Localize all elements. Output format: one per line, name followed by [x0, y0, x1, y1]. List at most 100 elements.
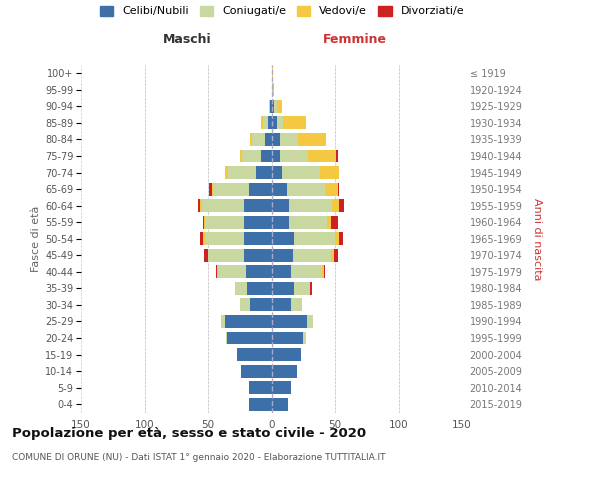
Bar [271, 100, 274, 113]
Bar [204, 216, 205, 228]
Bar [213, 182, 248, 196]
Bar [244, 199, 271, 212]
Bar [336, 150, 338, 162]
Bar [248, 182, 271, 196]
Bar [281, 166, 320, 179]
Bar [218, 266, 246, 278]
Bar [235, 282, 247, 295]
Bar [271, 298, 290, 312]
Bar [271, 266, 290, 278]
Bar [339, 232, 343, 245]
Bar [323, 266, 325, 278]
Bar [224, 166, 229, 179]
Bar [244, 249, 271, 262]
Text: Popolazione per età, sesso e stato civile - 2020: Popolazione per età, sesso e stato civil… [12, 428, 366, 440]
Bar [295, 232, 335, 245]
Bar [247, 282, 271, 295]
Bar [271, 84, 274, 96]
Bar [307, 315, 313, 328]
Bar [338, 182, 339, 196]
Bar [200, 232, 203, 245]
Text: Maschi: Maschi [163, 33, 212, 46]
Bar [320, 166, 339, 179]
Bar [271, 133, 280, 146]
Bar [240, 150, 242, 162]
Bar [215, 266, 217, 278]
Bar [253, 133, 265, 146]
Bar [271, 249, 293, 262]
Text: COMUNE DI ORUNE (NU) - Dati ISTAT 1° gennaio 2020 - Elaborazione TUTTITALIA.IT: COMUNE DI ORUNE (NU) - Dati ISTAT 1° gen… [12, 452, 386, 462]
Bar [277, 100, 281, 113]
Bar [271, 67, 273, 80]
Bar [244, 216, 271, 228]
Bar [205, 232, 244, 245]
Bar [209, 182, 212, 196]
Bar [217, 266, 218, 278]
Bar [271, 182, 287, 196]
Bar [293, 249, 331, 262]
Bar [295, 282, 310, 295]
Bar [290, 298, 302, 312]
Bar [205, 216, 244, 228]
Bar [203, 216, 204, 228]
Bar [308, 150, 336, 162]
Bar [280, 150, 308, 162]
Bar [262, 150, 271, 162]
Bar [277, 116, 283, 130]
Bar [229, 166, 256, 179]
Bar [280, 133, 298, 146]
Bar [310, 282, 312, 295]
Bar [289, 216, 328, 228]
Bar [325, 182, 338, 196]
Bar [271, 116, 277, 130]
Bar [334, 249, 338, 262]
Bar [271, 232, 295, 245]
Bar [248, 381, 271, 394]
Bar [271, 216, 289, 228]
Bar [244, 232, 271, 245]
Bar [287, 182, 325, 196]
Bar [271, 348, 301, 361]
Legend: Celibi/Nubili, Coniugati/e, Vedovi/e, Divorziati/e: Celibi/Nubili, Coniugati/e, Vedovi/e, Di… [100, 6, 464, 16]
Bar [263, 116, 268, 130]
Bar [227, 332, 271, 344]
Bar [335, 232, 339, 245]
Bar [237, 348, 271, 361]
Bar [269, 100, 270, 113]
Bar [202, 199, 244, 212]
Bar [250, 298, 271, 312]
Y-axis label: Anni di nascita: Anni di nascita [532, 198, 542, 280]
Bar [242, 150, 262, 162]
Bar [328, 216, 331, 228]
Bar [271, 381, 290, 394]
Bar [246, 266, 271, 278]
Bar [271, 166, 281, 179]
Bar [289, 199, 332, 212]
Bar [271, 150, 280, 162]
Bar [274, 100, 277, 113]
Text: Femmine: Femmine [323, 33, 388, 46]
Bar [298, 133, 326, 146]
Bar [283, 116, 306, 130]
Y-axis label: Fasce di età: Fasce di età [31, 206, 41, 272]
Bar [240, 298, 250, 312]
Bar [332, 199, 339, 212]
Bar [271, 282, 295, 295]
Bar [241, 364, 271, 378]
Bar [248, 398, 271, 410]
Bar [204, 249, 208, 262]
Bar [256, 166, 271, 179]
Bar [339, 199, 344, 212]
Bar [331, 249, 334, 262]
Bar [250, 133, 253, 146]
Bar [268, 116, 271, 130]
Bar [270, 100, 271, 113]
Bar [303, 332, 306, 344]
Bar [271, 398, 288, 410]
Bar [221, 315, 224, 328]
Bar [265, 133, 271, 146]
Bar [271, 364, 297, 378]
Bar [208, 249, 244, 262]
Bar [271, 315, 307, 328]
Bar [271, 199, 289, 212]
